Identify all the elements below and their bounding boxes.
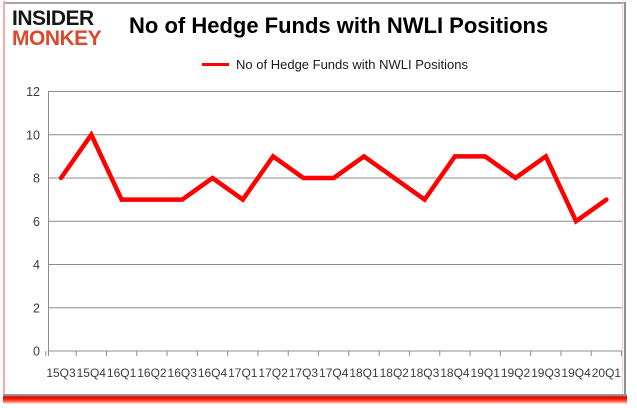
data-series-line [58, 130, 609, 225]
x-axis-tick-label: 17Q4 [319, 366, 349, 380]
x-axis-tick-label: 19Q1 [471, 366, 501, 380]
x-axis-tick-label: 15Q4 [77, 366, 107, 380]
x-axis-tick-label: 17Q2 [258, 366, 288, 380]
chart-title: No of Hedge Funds with NWLI Positions [129, 13, 549, 38]
y-axis-tick-label: 6 [33, 215, 40, 229]
frame-border-left [3, 1, 5, 398]
logo-insider-text: INSIDER [12, 7, 94, 30]
y-axis-tick-label: 0 [33, 345, 40, 359]
y-axis-tick-label: 12 [26, 85, 40, 99]
x-axis-tick-label: 16Q2 [137, 366, 167, 380]
x-axis-tick-label: 16Q4 [198, 366, 228, 380]
y-axis-tick-label: 8 [33, 172, 40, 186]
x-axis-tick-label: 19Q4 [561, 366, 591, 380]
x-axis-tick-label: 20Q1 [592, 366, 622, 380]
legend-label: No of Hedge Funds with NWLI Positions [236, 57, 468, 72]
frame-border-right-inner [622, 3, 623, 398]
frame-border-right [624, 2, 626, 398]
x-axis-tick-label: 18Q2 [380, 366, 410, 380]
y-axis-tick-label: 4 [33, 258, 40, 272]
y-axis-tick-label: 2 [33, 301, 40, 315]
legend-line-swatch [202, 63, 230, 66]
x-axis-tick-label: 18Q1 [349, 366, 379, 380]
x-axis-tick-label: 18Q3 [410, 366, 440, 380]
x-axis-tick-label: 16Q3 [168, 366, 198, 380]
x-axis-tick-label: 17Q1 [228, 366, 258, 380]
logo-monkey-text: MONKEY [12, 26, 102, 50]
frame-border-top [4, 2, 626, 4]
x-axis-tick-label: 19Q3 [531, 366, 561, 380]
legend: No of Hedge Funds with NWLI Positions [48, 57, 622, 72]
insider-monkey-logo: INSIDER MONKEY [12, 7, 102, 50]
x-axis-tick-label: 19Q2 [501, 366, 531, 380]
frame-border-bottom [3, 394, 627, 404]
x-axis-tick-label: 17Q3 [289, 366, 319, 380]
x-axis-tick-label: 18Q4 [440, 366, 470, 380]
x-axis-tick-label: 16Q1 [107, 366, 137, 380]
x-axis-tick-label: 15Q3 [46, 366, 76, 380]
y-axis-tick-label: 10 [26, 128, 40, 142]
